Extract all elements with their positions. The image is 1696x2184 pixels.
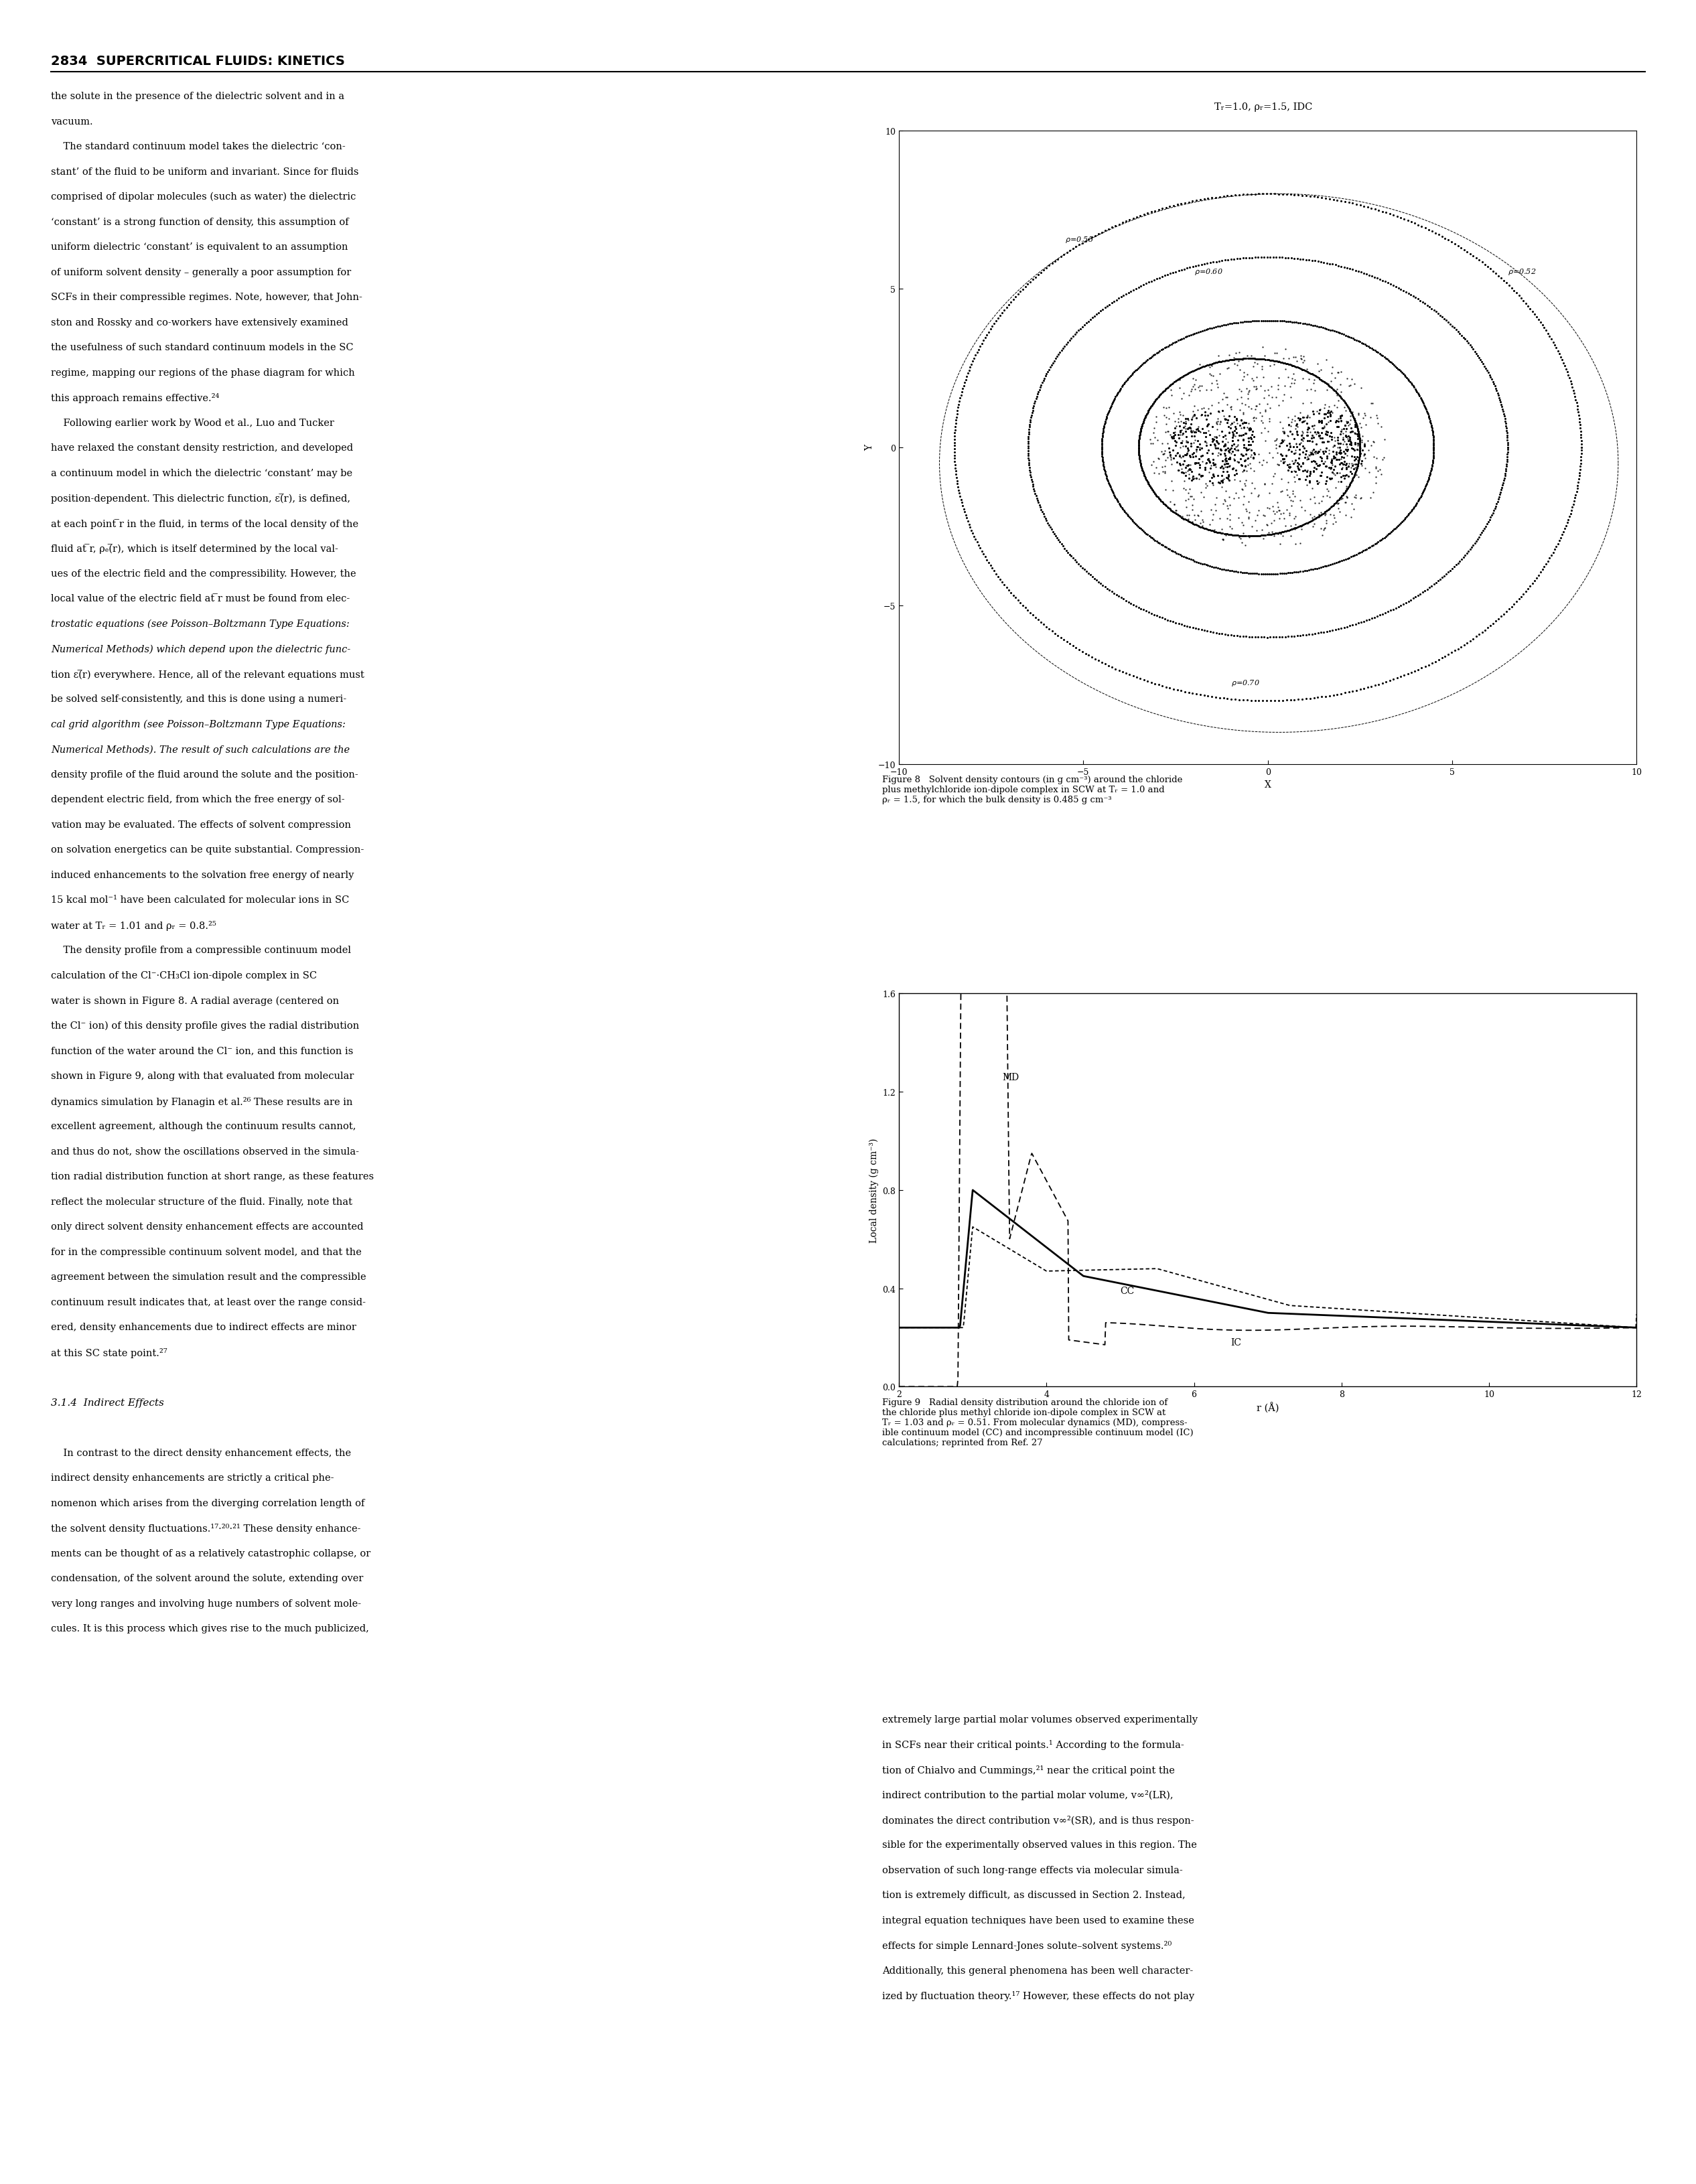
Text: agreement between the simulation result and the compressible: agreement between the simulation result … <box>51 1271 366 1282</box>
Text: sible for the experimentally observed values in this region. The: sible for the experimentally observed va… <box>882 1839 1197 1850</box>
Text: dynamics simulation by Flanagin et al.²⁶ These results are in: dynamics simulation by Flanagin et al.²⁶… <box>51 1096 353 1107</box>
Text: integral equation techniques have been used to examine these: integral equation techniques have been u… <box>882 1915 1194 1924</box>
Text: in SCFs near their critical points.¹ According to the formula-: in SCFs near their critical points.¹ Acc… <box>882 1738 1184 1749</box>
Text: and thus do not, show the oscillations observed in the simula-: and thus do not, show the oscillations o… <box>51 1147 360 1155</box>
Text: 3.1.4  Indirect Effects: 3.1.4 Indirect Effects <box>51 1398 165 1406</box>
Text: tion is extremely difficult, as discussed in Section 2. Instead,: tion is extremely difficult, as discusse… <box>882 1891 1186 1900</box>
Text: In contrast to the direct density enhancement effects, the: In contrast to the direct density enhanc… <box>51 1448 351 1457</box>
Text: MD: MD <box>1002 1072 1019 1081</box>
Text: tion ε(̅r) everywhere. Hence, all of the relevant equations must: tion ε(̅r) everywhere. Hence, all of the… <box>51 668 365 679</box>
Text: indirect contribution to the partial molar volume, v∞²(LR),: indirect contribution to the partial mol… <box>882 1791 1174 1800</box>
Text: observation of such long-range effects via molecular simula-: observation of such long-range effects v… <box>882 1865 1182 1874</box>
Text: trostatic equations (see Poisson–Boltzmann Type Equations:: trostatic equations (see Poisson–Boltzma… <box>51 618 349 629</box>
Text: IC: IC <box>1231 1339 1241 1348</box>
Text: ‘constant’ is a strong function of density, this assumption of: ‘constant’ is a strong function of densi… <box>51 216 349 227</box>
Y-axis label: Y: Y <box>865 446 873 450</box>
Text: excellent agreement, although the continuum results cannot,: excellent agreement, although the contin… <box>51 1120 356 1131</box>
Text: ues of the electric field and the compressibility. However, the: ues of the electric field and the compre… <box>51 568 356 579</box>
Text: ized by fluctuation theory.¹⁷ However, these effects do not play: ized by fluctuation theory.¹⁷ However, t… <box>882 1992 1194 2001</box>
Text: position-dependent. This dielectric function, ε(̅r), is defined,: position-dependent. This dielectric func… <box>51 494 351 505</box>
Text: $\rho$=0.60: $\rho$=0.60 <box>1194 266 1223 275</box>
Text: fluid at ̅r, ρₑ(̅r), which is itself determined by the local val-: fluid at ̅r, ρₑ(̅r), which is itself det… <box>51 544 338 555</box>
Text: the solute in the presence of the dielectric solvent and in a: the solute in the presence of the dielec… <box>51 92 344 100</box>
Text: very long ranges and involving huge numbers of solvent mole-: very long ranges and involving huge numb… <box>51 1599 361 1607</box>
Text: function of the water around the Cl⁻ ion, and this function is: function of the water around the Cl⁻ ion… <box>51 1046 353 1055</box>
Text: ered, density enhancements due to indirect effects are minor: ered, density enhancements due to indire… <box>51 1321 356 1332</box>
X-axis label: X: X <box>1265 780 1270 788</box>
Text: extremely large partial molar volumes observed experimentally: extremely large partial molar volumes ob… <box>882 1714 1197 1723</box>
Text: comprised of dipolar molecules (such as water) the dielectric: comprised of dipolar molecules (such as … <box>51 192 356 201</box>
Text: local value of the electric field at ̅r must be found from elec-: local value of the electric field at ̅r … <box>51 594 349 603</box>
Text: the usefulness of such standard continuum models in the SC: the usefulness of such standard continuu… <box>51 343 353 352</box>
Text: Figure 9   Radial density distribution around the chloride ion of
the chloride p: Figure 9 Radial density distribution aro… <box>882 1398 1194 1446</box>
Text: water at Tᵣ = 1.01 and ρᵣ = 0.8.²⁵: water at Tᵣ = 1.01 and ρᵣ = 0.8.²⁵ <box>51 919 217 930</box>
Text: cal grid algorithm (see Poisson–Boltzmann Type Equations:: cal grid algorithm (see Poisson–Boltzman… <box>51 719 346 729</box>
Text: ston and Rossky and co-workers have extensively examined: ston and Rossky and co-workers have exte… <box>51 317 348 328</box>
Text: on solvation energetics can be quite substantial. Compression-: on solvation energetics can be quite sub… <box>51 845 365 854</box>
Text: of uniform solvent density – generally a poor assumption for: of uniform solvent density – generally a… <box>51 266 351 277</box>
Text: vacuum.: vacuum. <box>51 116 93 127</box>
Text: $\rho$=0.52: $\rho$=0.52 <box>1508 266 1537 275</box>
Text: SCFs in their compressible regimes. Note, however, that John-: SCFs in their compressible regimes. Note… <box>51 293 363 301</box>
Text: density profile of the fluid around the solute and the position-: density profile of the fluid around the … <box>51 769 358 780</box>
Text: this approach remains effective.²⁴: this approach remains effective.²⁴ <box>51 393 219 404</box>
Text: dominates the direct contribution v∞²(SR), and is thus respon-: dominates the direct contribution v∞²(SR… <box>882 1815 1194 1826</box>
Text: reflect the molecular structure of the fluid. Finally, note that: reflect the molecular structure of the f… <box>51 1197 353 1206</box>
Text: vation may be evaluated. The effects of solvent compression: vation may be evaluated. The effects of … <box>51 819 351 830</box>
Text: nomenon which arises from the diverging correlation length of: nomenon which arises from the diverging … <box>51 1498 365 1507</box>
Text: shown in Figure 9, along with that evaluated from molecular: shown in Figure 9, along with that evalu… <box>51 1070 354 1081</box>
Text: Additionally, this general phenomena has been well character-: Additionally, this general phenomena has… <box>882 1966 1192 1974</box>
Text: CC: CC <box>1119 1286 1135 1295</box>
Text: at this SC state point.²⁷: at this SC state point.²⁷ <box>51 1348 168 1358</box>
Text: tion of Chialvo and Cummings,²¹ near the critical point the: tion of Chialvo and Cummings,²¹ near the… <box>882 1765 1175 1776</box>
Text: the solvent density fluctuations.¹⁷·²⁰·²¹ These density enhance-: the solvent density fluctuations.¹⁷·²⁰·²… <box>51 1522 361 1533</box>
Text: calculation of the Cl⁻·CH₃Cl ion-dipole complex in SC: calculation of the Cl⁻·CH₃Cl ion-dipole … <box>51 970 317 981</box>
Text: induced enhancements to the solvation free energy of nearly: induced enhancements to the solvation fr… <box>51 869 354 880</box>
Text: condensation, of the solvent around the solute, extending over: condensation, of the solvent around the … <box>51 1572 363 1583</box>
Text: Numerical Methods). The result of such calculations are the: Numerical Methods). The result of such c… <box>51 745 349 753</box>
Text: indirect density enhancements are strictly a critical phe-: indirect density enhancements are strict… <box>51 1472 334 1483</box>
Text: Numerical Methods) which depend upon the dielectric func-: Numerical Methods) which depend upon the… <box>51 644 351 653</box>
Text: stant’ of the fluid to be uniform and invariant. Since for fluids: stant’ of the fluid to be uniform and in… <box>51 166 358 177</box>
Text: Figure 8   Solvent density contours (in g cm⁻³) around the chloride
plus methylc: Figure 8 Solvent density contours (in g … <box>882 775 1182 804</box>
Text: water is shown in Figure 8. A radial average (centered on: water is shown in Figure 8. A radial ave… <box>51 996 339 1005</box>
Text: uniform dielectric ‘constant’ is equivalent to an assumption: uniform dielectric ‘constant’ is equival… <box>51 242 348 251</box>
Text: continuum result indicates that, at least over the range consid-: continuum result indicates that, at leas… <box>51 1297 366 1306</box>
Text: regime, mapping our regions of the phase diagram for which: regime, mapping our regions of the phase… <box>51 367 354 378</box>
Text: ments can be thought of as a relatively catastrophic collapse, or: ments can be thought of as a relatively … <box>51 1548 370 1557</box>
Text: be solved self-consistently, and this is done using a numeri-: be solved self-consistently, and this is… <box>51 695 346 703</box>
Text: 15 kcal mol⁻¹ have been calculated for molecular ions in SC: 15 kcal mol⁻¹ have been calculated for m… <box>51 895 349 904</box>
Text: 2834  SUPERCRITICAL FLUIDS: KINETICS: 2834 SUPERCRITICAL FLUIDS: KINETICS <box>51 55 344 68</box>
Text: Following earlier work by Wood et al., Luo and Tucker: Following earlier work by Wood et al., L… <box>51 417 334 428</box>
Text: $\rho$=0.55: $\rho$=0.55 <box>1065 236 1094 245</box>
Text: for in the compressible continuum solvent model, and that the: for in the compressible continuum solven… <box>51 1247 361 1256</box>
Y-axis label: Local density (g cm⁻³): Local density (g cm⁻³) <box>868 1138 879 1243</box>
Text: only direct solvent density enhancement effects are accounted: only direct solvent density enhancement … <box>51 1221 363 1232</box>
Text: at each point ̅r in the fluid, in terms of the local density of the: at each point ̅r in the fluid, in terms … <box>51 518 358 529</box>
Text: have relaxed the constant density restriction, and developed: have relaxed the constant density restri… <box>51 443 353 452</box>
Text: the Cl⁻ ion) of this density profile gives the radial distribution: the Cl⁻ ion) of this density profile giv… <box>51 1020 360 1031</box>
Text: cules. It is this process which gives rise to the much publicized,: cules. It is this process which gives ri… <box>51 1623 370 1634</box>
Text: The density profile from a compressible continuum model: The density profile from a compressible … <box>51 946 351 954</box>
Text: Tᵣ=1.0, ρᵣ=1.5, IDC: Tᵣ=1.0, ρᵣ=1.5, IDC <box>1214 103 1313 111</box>
Text: a continuum model in which the dielectric ‘constant’ may be: a continuum model in which the dielectri… <box>51 467 353 478</box>
Text: The standard continuum model takes the dielectric ‘con-: The standard continuum model takes the d… <box>51 142 346 151</box>
Text: effects for simple Lennard-Jones solute–solvent systems.²⁰: effects for simple Lennard-Jones solute–… <box>882 1942 1172 1950</box>
X-axis label: r (Å): r (Å) <box>1257 1402 1279 1413</box>
Text: dependent electric field, from which the free energy of sol-: dependent electric field, from which the… <box>51 795 344 804</box>
Text: tion radial distribution function at short range, as these features: tion radial distribution function at sho… <box>51 1171 373 1182</box>
Text: $\rho$=0.70: $\rho$=0.70 <box>1231 679 1260 688</box>
